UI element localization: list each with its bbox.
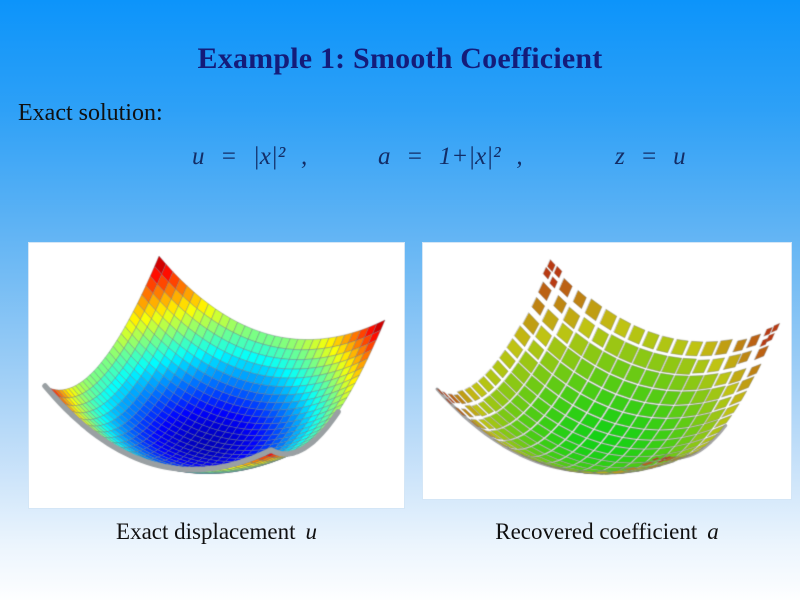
caption-text: Exact displacement (116, 519, 296, 544)
equation-a: a = 1+|x|² , (378, 143, 523, 170)
slide-title: Example 1: Smooth Coefficient (197, 42, 603, 75)
recovered-coefficient-figure (422, 242, 792, 500)
exact-displacement-surface-plot (29, 243, 404, 508)
equation-u: u = |x|² , (192, 143, 308, 170)
caption-exact-displacement: Exact displacement u (28, 519, 405, 545)
caption-text: Recovered coefficient (495, 519, 698, 544)
exact-displacement-figure (28, 242, 405, 509)
exact-solution-label: Exact solution: (18, 100, 163, 126)
caption-recovered-coefficient: Recovered coefficient a (422, 519, 792, 545)
caption-variable: u (305, 519, 317, 544)
equation-z: z = u (615, 143, 686, 170)
caption-variable: a (707, 519, 719, 544)
recovered-coefficient-surface-plot (423, 243, 791, 499)
